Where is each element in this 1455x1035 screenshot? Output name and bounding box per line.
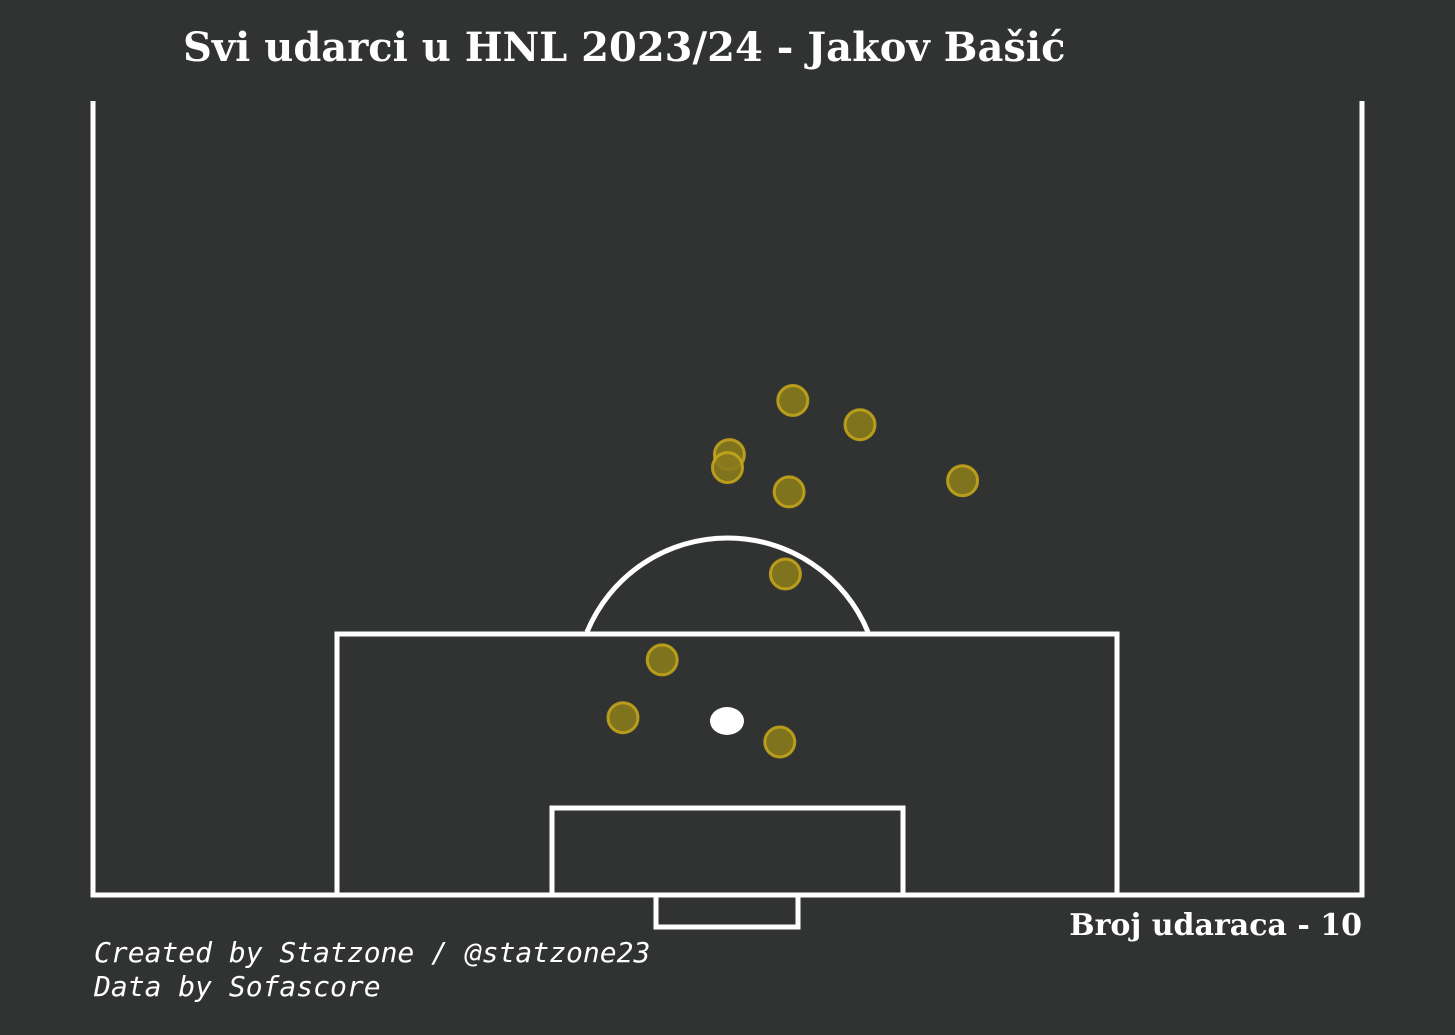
credits: Created by Statzone / @statzone23 Data b… xyxy=(94,936,650,1004)
penalty-area xyxy=(334,631,1120,898)
shot-point-6 xyxy=(946,464,980,498)
six-yard-box xyxy=(549,805,906,898)
shot-point-7 xyxy=(768,557,802,591)
shot-point-2 xyxy=(843,408,877,442)
penalty-spot xyxy=(710,707,744,735)
touchline-and-goal-line xyxy=(90,101,1365,898)
shot-point-10 xyxy=(763,725,797,759)
goal xyxy=(653,892,801,930)
shot-point-8 xyxy=(645,643,679,677)
credits-line-data-source: Data by Sofascore xyxy=(94,970,381,1003)
shot-point-1 xyxy=(776,384,810,417)
shots-layer xyxy=(606,384,980,759)
shot-count-label: Broj udaraca - 10 xyxy=(1069,908,1362,943)
penalty-arc xyxy=(584,535,871,633)
credits-line-creator: Created by Statzone / @statzone23 xyxy=(94,936,651,969)
shot-point-5 xyxy=(772,475,806,509)
shot-point-4 xyxy=(711,451,744,485)
shot-point-9 xyxy=(606,701,640,735)
chart-title: Svi udarci u HNL 2023/24 - Jakov Bašić xyxy=(183,24,1066,71)
pitch-lines xyxy=(90,101,1365,930)
